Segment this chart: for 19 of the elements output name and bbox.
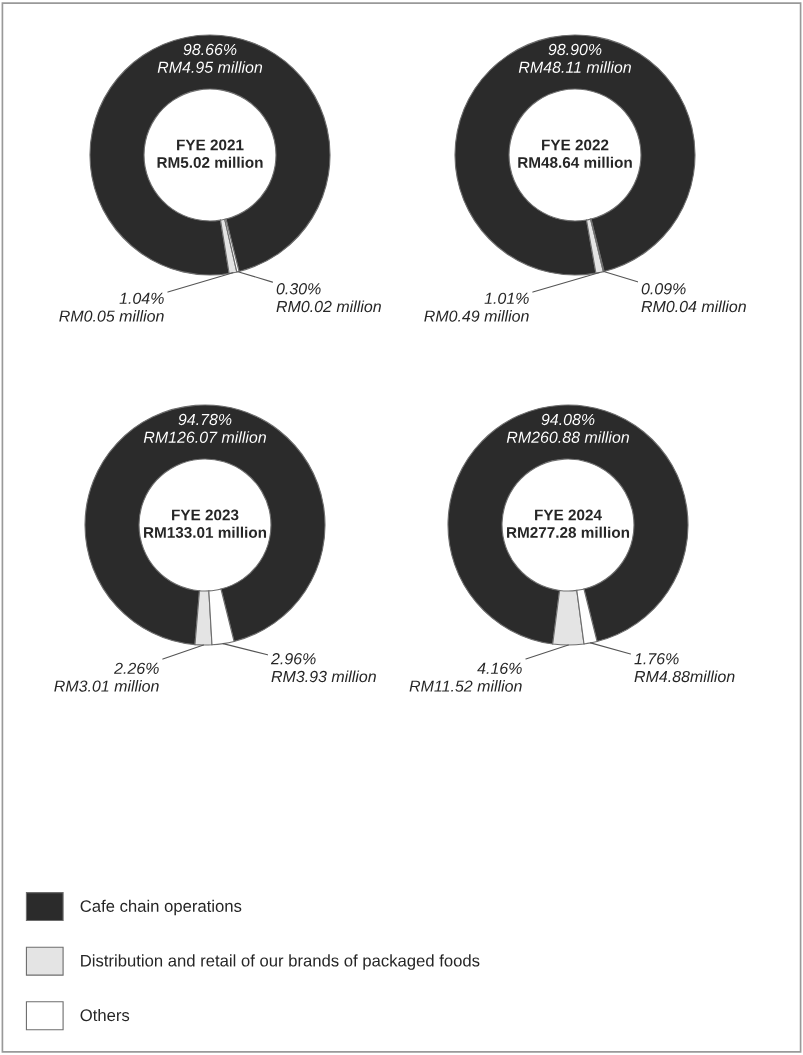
data-label: 0.30% RM0.02 million: [276, 283, 381, 313]
data-label: 94.08% RM260.88 million: [506, 413, 629, 443]
legend-label: Others: [80, 1008, 130, 1022]
text: FYE 2022 RM48.64 million: [518, 139, 632, 168]
data-label: 98.66% RM4.95 million: [157, 43, 263, 73]
text: FYE 2021 RM5.02 million: [157, 139, 263, 168]
data-label: 2.96% RM3.93 million: [270, 653, 376, 683]
data-label: 98.90% RM48.11 million: [518, 43, 631, 73]
data-label: 1.04% RM0.05 million: [59, 292, 164, 322]
data-label: 2.26% RM3.01 million: [54, 662, 159, 692]
data-label: 1.76% RM4.88million: [634, 653, 735, 683]
data-label: 0.09% RM0.04 million: [641, 283, 746, 313]
data-label: 94.78% RM126.07 million: [143, 413, 266, 443]
legend-label: Distribution and retail of our brands of packaged foods: [81, 954, 480, 970]
data-label: 4.16% RM11.52 million: [409, 662, 522, 692]
legend-label: Cafe chain operations: [80, 899, 242, 916]
text: FYE 2023 RM133.01 million: [144, 509, 267, 538]
text: FYE 2024 RM277.28 million: [507, 509, 630, 538]
data-label: 1.01% RM0.49 million: [424, 292, 529, 322]
